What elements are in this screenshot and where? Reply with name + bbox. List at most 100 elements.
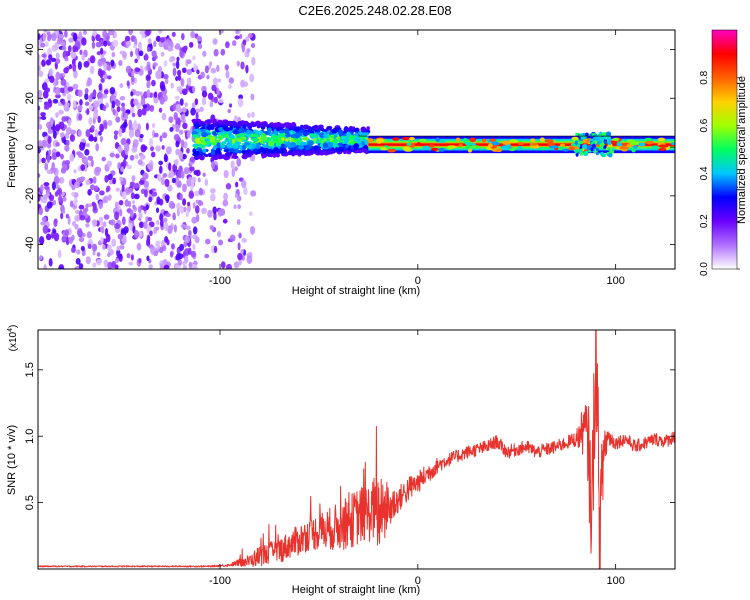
heatmap-onset-cell [268,127,272,133]
heatmap-noise-cell [42,32,46,42]
heatmap-noise-cell [144,53,149,61]
heatmap-onset-cell [294,126,300,131]
heatmap-noise-cell [80,164,86,172]
heatmap-noise-cell [99,220,104,227]
heatmap-noise-cell [209,101,214,108]
heatmap-noise-cell [185,211,189,218]
heatmap-noise-cell [67,45,72,53]
heatmap-noise-cell [126,80,130,87]
heatmap-onset-cell [304,145,310,152]
heatmap-noise-cell [145,216,149,223]
heatmap-noise-cell [242,81,249,87]
heatmap-tone-cell [580,136,586,140]
heatmap-noise-cell [196,69,200,75]
heatmap-noise-cell [129,154,135,161]
heatmap-onset-cell [221,141,227,145]
heatmap-noise-cell [149,189,153,195]
spectrogram-heatmap [38,30,675,269]
heatmap-tone-cell [591,143,596,149]
heatmap-noise-cell [110,94,117,104]
heatmap-noise-cell [48,149,52,156]
heatmap-noise-cell [56,38,62,45]
heatmap-noise-cell [55,58,61,64]
heatmap-noise-cell [90,159,94,168]
heatmap-tone-cell [618,146,629,150]
heatmap-noise-cell [67,86,74,92]
heatmap-noise-cell [168,200,175,209]
heatmap-noise-cell [186,77,192,87]
heatmap-noise-cell [84,207,89,213]
heatmap-onset-cell [203,153,210,157]
heatmap-noise-cell [38,173,41,178]
heatmap-noise-cell [212,77,219,85]
heatmap-noise-cell [112,108,116,116]
heatmap-onset-cell [284,138,289,142]
heatmap-noise-cell [97,98,104,104]
heatmap-onset-cell [200,129,207,133]
heatmap-noise-cell [74,214,81,222]
heatmap-noise-cell [38,147,41,154]
heatmap-noise-cell [104,227,109,237]
heatmap-noise-cell [60,212,64,220]
heatmap-onset-cell [333,139,338,144]
heatmap-noise-cell [43,181,50,187]
heatmap-tone-cell [430,147,439,151]
heatmap-noise-cell [84,101,90,107]
heatmap-noise-cell [84,87,89,95]
heatmap-noise-cell [183,241,188,248]
heatmap-noise-cell [182,260,186,266]
heatmap-noise-cell [83,61,90,68]
snr-frame [37,329,676,570]
heatmap-noise-cell [158,107,163,113]
heatmap-noise-cell [186,203,191,213]
heatmap-noise-cell [69,134,76,142]
heatmap-tone-cell [571,136,579,141]
heatmap-noise-cell [129,50,134,58]
heatmap-tone-cell [465,145,471,150]
heatmap-noise-cell [159,246,164,254]
heatmap-noise-cell [176,56,180,62]
heatmap-noise-cell [167,47,174,52]
heatmap-noise-cell [233,261,240,269]
heatmap-noise-cell [41,216,47,222]
heatmap-noise-cell [244,51,250,58]
heatmap-noise-cell [97,115,101,124]
heatmap-noise-cell [38,153,41,159]
heatmap-onset-cell [304,150,309,155]
heatmap-noise-cell [148,196,153,203]
heatmap-noise-cell [63,67,69,74]
heatmap-noise-cell [78,113,83,121]
heatmap-onset-cell [323,133,328,138]
heatmap-noise-cell [156,199,161,205]
heatmap-noise-cell [176,69,182,77]
spectrogram-y-tick-label: 20 [24,92,36,104]
heatmap-noise-cell [245,64,249,74]
heatmap-noise-cell [103,40,108,47]
heatmap-noise-cell [80,245,85,252]
heatmap-noise-cell [192,202,196,209]
heatmap-noise-cell [123,226,129,234]
heatmap-noise-cell [40,112,46,117]
heatmap-noise-cell [161,132,168,139]
snr-x-tick-label: -100 [209,575,231,587]
heatmap-noise-cell [93,136,98,142]
heatmap-noise-cell [111,238,117,248]
heatmap-noise-cell [183,166,190,175]
heatmap-noise-cell [115,187,120,192]
heatmap-noise-cell [126,164,133,170]
heatmap-noise-cell [103,259,109,269]
heatmap-noise-cell [193,63,197,72]
heatmap-noise-cell [132,138,139,148]
heatmap-onset-cell [326,139,331,143]
heatmap-noise-cell [120,166,124,172]
heatmap-onset-cell [313,124,319,131]
heatmap-noise-cell [172,163,178,173]
heatmap-onset-cell [229,125,234,131]
heatmap-noise-cell [87,203,93,208]
heatmap-onset-cell [338,146,344,152]
heatmap-noise-cell [89,65,95,75]
heatmap-noise-cell [246,255,253,264]
heatmap-noise-cell [205,238,211,245]
colorbar-tick-label: 0.0 [699,262,710,276]
heatmap-noise-cell [155,145,161,152]
